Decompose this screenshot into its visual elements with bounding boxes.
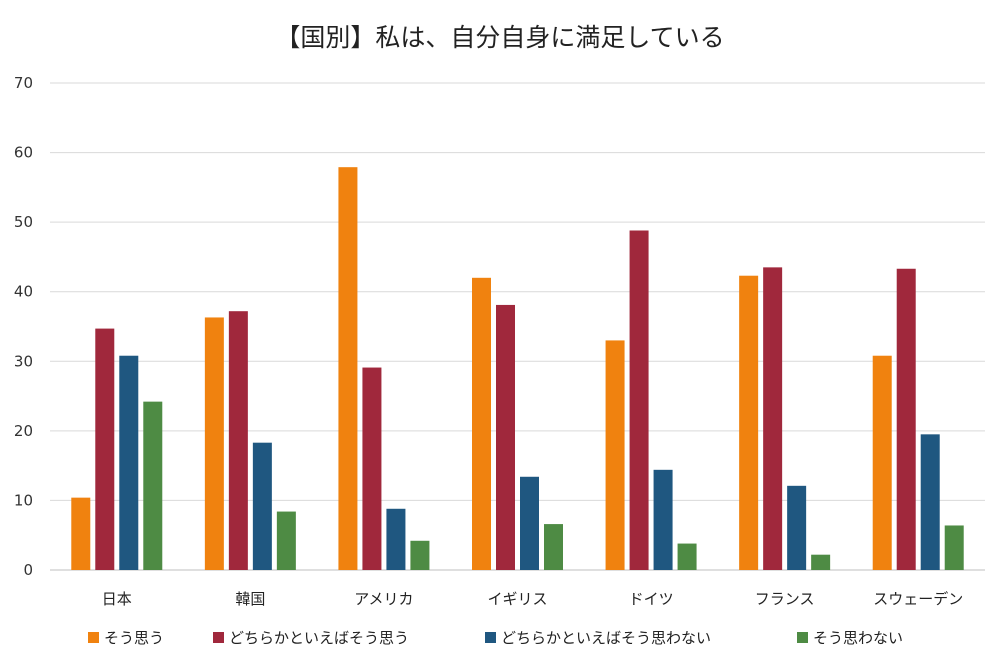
bar — [739, 275, 759, 570]
legend-swatch — [797, 632, 808, 643]
bar — [228, 311, 248, 570]
chart-title: 【国別】私は、自分自身に満足している — [275, 23, 724, 52]
bar — [811, 554, 831, 570]
legend-label: どちらかといえばそう思う — [229, 629, 409, 647]
legend: そう思う どちらかといえばそう思う どちらかといえばそう思わない そう思わない — [88, 629, 903, 647]
bar — [95, 328, 115, 570]
y-tick-label: 60 — [14, 144, 33, 162]
y-tick-label: 0 — [23, 561, 33, 579]
y-tick-label: 10 — [14, 491, 33, 509]
y-axis-ticks: 0 10 20 30 40 50 60 70 — [14, 74, 33, 579]
bar — [71, 497, 91, 570]
bar — [496, 304, 515, 570]
bar — [605, 340, 625, 570]
bar — [472, 277, 491, 570]
y-tick-label: 50 — [14, 213, 33, 231]
x-category-label: アメリカ — [354, 590, 413, 608]
legend-swatch — [485, 632, 496, 643]
bar — [653, 469, 673, 570]
bar — [520, 476, 539, 570]
bar — [920, 434, 940, 570]
bar — [386, 508, 406, 570]
y-tick-label: 20 — [14, 422, 33, 440]
bar — [872, 355, 892, 570]
bar — [896, 268, 916, 570]
y-tick-label: 40 — [14, 283, 33, 301]
x-category-label: イギリス — [487, 590, 547, 608]
x-category-label: フランス — [755, 590, 815, 608]
legend-label: そう思う — [104, 629, 164, 647]
bar — [252, 442, 272, 570]
legend-swatch — [88, 632, 99, 643]
bar — [629, 230, 649, 570]
bar — [204, 317, 224, 570]
bar — [763, 267, 783, 570]
bars — [71, 167, 964, 570]
bar — [944, 525, 964, 570]
x-category-label: スウェーデン — [873, 590, 963, 608]
bar — [410, 540, 430, 570]
bar — [338, 167, 358, 570]
bar — [677, 543, 697, 570]
x-category-label: 日本 — [102, 590, 132, 608]
x-axis-categories: 日本 韓国 アメリカ イギリス ドイツ フランス スウェーデン — [102, 590, 963, 608]
x-category-label: 韓国 — [235, 590, 265, 608]
legend-swatch — [213, 632, 224, 643]
y-tick-label: 70 — [14, 74, 33, 92]
gridlines — [50, 82, 985, 571]
bar — [119, 355, 139, 570]
y-tick-label: 30 — [14, 352, 33, 370]
legend-label: そう思わない — [813, 629, 903, 647]
bar — [143, 401, 163, 570]
bar — [276, 511, 296, 570]
bar — [544, 524, 563, 570]
bar — [362, 367, 382, 570]
x-category-label: ドイツ — [629, 590, 674, 608]
bar — [787, 485, 807, 570]
legend-label: どちらかといえばそう思わない — [501, 629, 711, 647]
